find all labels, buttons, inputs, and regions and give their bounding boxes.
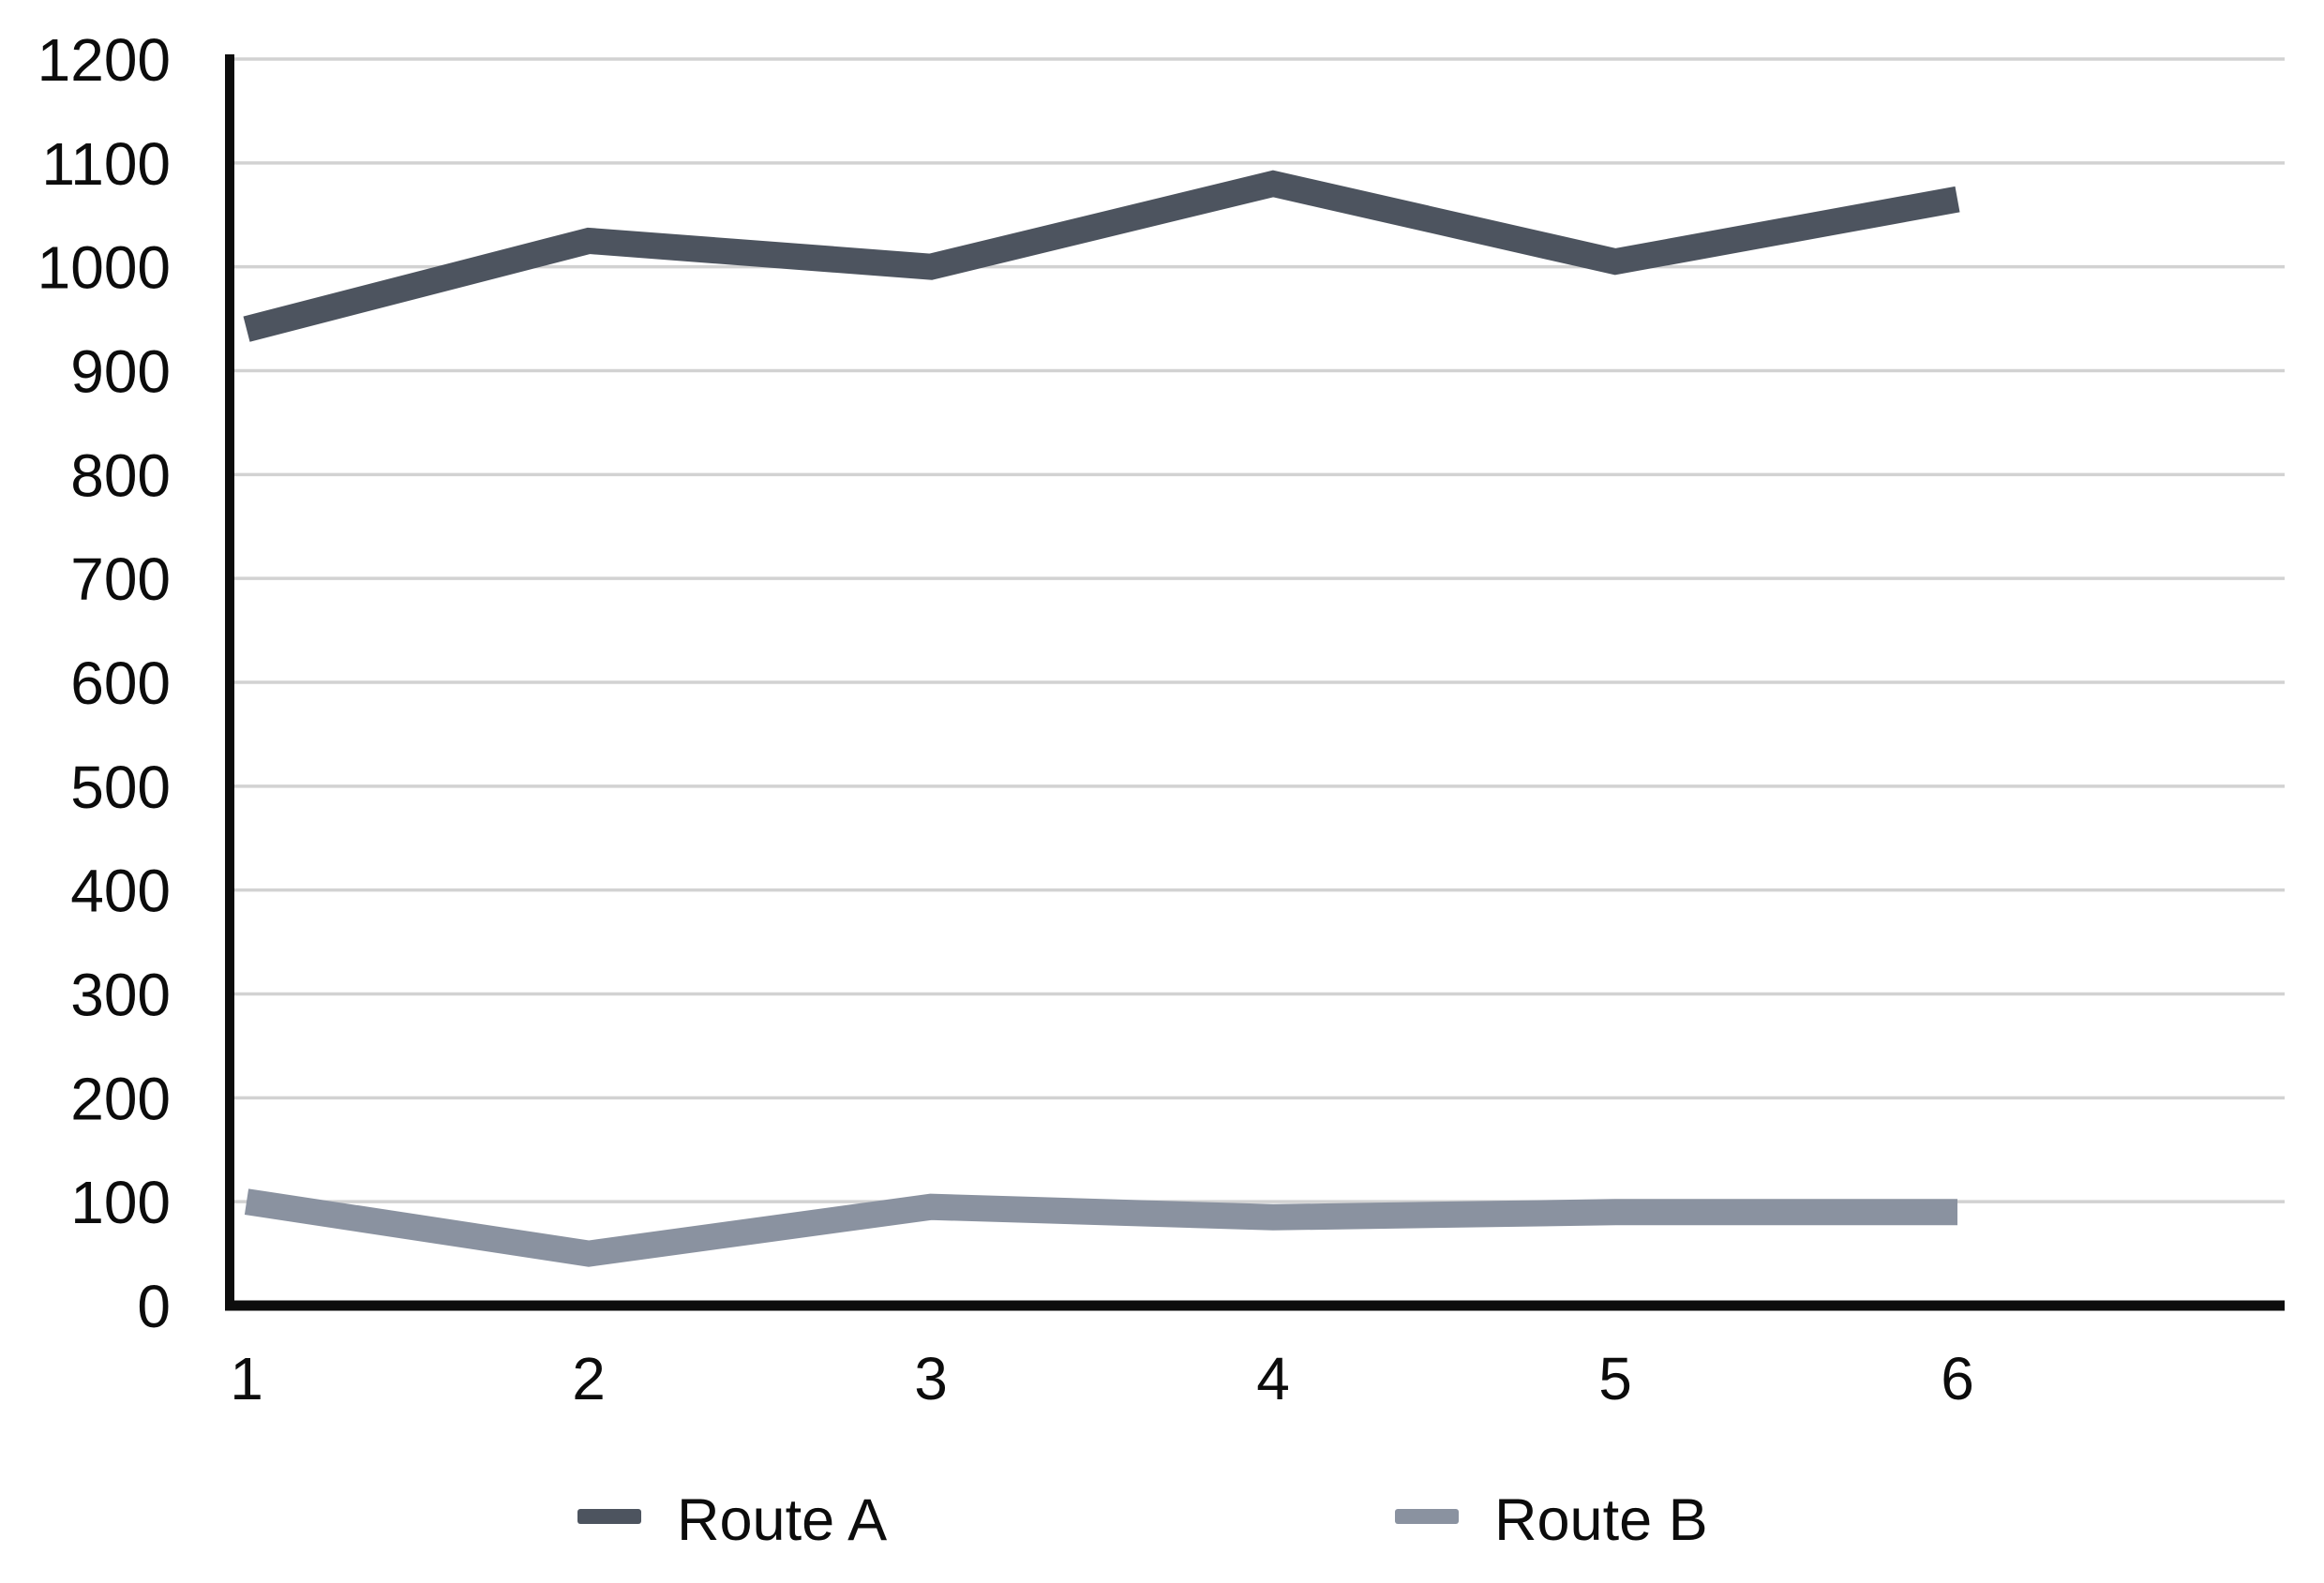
y-axis-tick-label: 1100 <box>41 130 171 198</box>
y-axis-tick-label: 500 <box>70 754 171 821</box>
y-axis-tick-label: 800 <box>70 441 171 509</box>
x-axis-tick-label: 3 <box>914 1345 948 1412</box>
y-axis-tick-label: 1000 <box>37 234 171 302</box>
y-axis-tick-label: 400 <box>70 858 171 925</box>
y-axis-tick-label: 0 <box>137 1273 171 1340</box>
x-axis-tick-label: 5 <box>1598 1345 1632 1412</box>
series-line-route-a <box>243 170 1960 342</box>
y-axis-tick-label: 200 <box>70 1065 171 1132</box>
legend-label-route-b: Route B <box>1494 1487 1708 1553</box>
x-axis-tick-label: 1 <box>230 1345 263 1412</box>
legend-swatch-route-a <box>577 1509 641 1524</box>
x-axis-tick-label: 4 <box>1256 1345 1290 1412</box>
y-axis-tick-label: 600 <box>70 650 171 717</box>
y-axis-tick-label: 900 <box>70 338 171 406</box>
y-axis-tick-label: 100 <box>70 1169 171 1236</box>
x-axis-tick-label: 6 <box>1941 1345 1974 1412</box>
legend-swatch-route-b <box>1395 1509 1459 1524</box>
y-axis-tick-label: 1200 <box>37 26 171 94</box>
y-axis-tick-label: 300 <box>70 962 171 1029</box>
legend-label-route-a: Route A <box>677 1487 887 1553</box>
series-line-route-b <box>244 1188 1957 1267</box>
y-axis-tick-label: 700 <box>70 545 171 613</box>
x-axis-tick-label: 2 <box>572 1345 606 1412</box>
